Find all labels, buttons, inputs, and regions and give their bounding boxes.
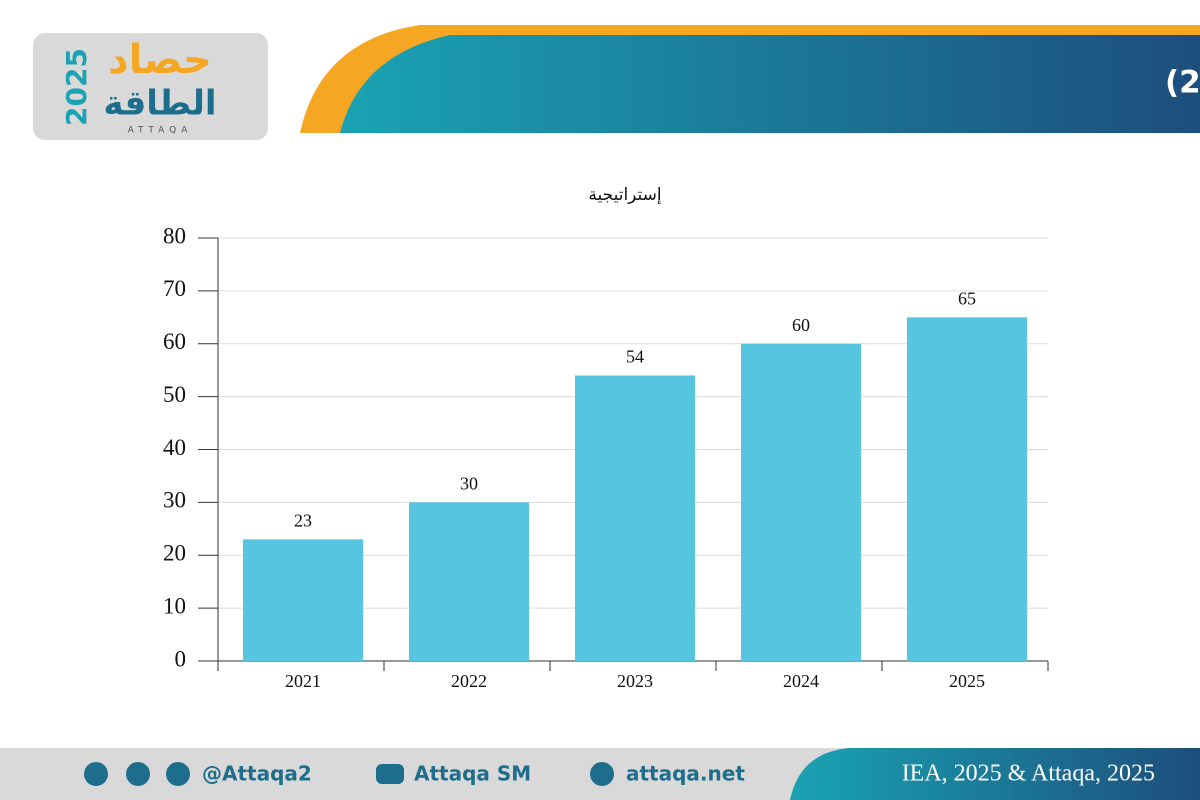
logo-name: الطاقة [103, 84, 216, 124]
data-label: 54 [626, 347, 644, 367]
footer-source: IEA, 2025 & Attaqa, 2025 [902, 761, 1155, 787]
y-tick-label: 80 [163, 223, 186, 248]
bar [907, 317, 1027, 661]
web-icon [590, 762, 614, 786]
bar [741, 343, 861, 661]
footer-handle: @Attaqa2 [202, 762, 312, 786]
youtube-icon [376, 764, 404, 784]
x-tick-label: 2021 [285, 671, 321, 691]
chart-title: عدد إستراتيجيات الهيدروجين المعلنة عالمي… [1165, 65, 1200, 101]
footer-accent [790, 748, 1200, 800]
data-label: 65 [958, 288, 976, 308]
x-tick-label: 2024 [783, 671, 819, 691]
y-tick-label: 50 [163, 382, 186, 407]
facebook-icon [166, 762, 190, 786]
y-tick-label: 70 [163, 276, 186, 301]
bar [243, 539, 363, 661]
footer-site: attaqa.net [626, 762, 745, 786]
instagram-icon [126, 762, 150, 786]
bar [575, 375, 695, 661]
footer-youtube: Attaqa SM [414, 762, 531, 786]
data-label: 30 [460, 474, 478, 494]
logo-year: 2025 [60, 48, 93, 126]
x-tick-label: 2025 [949, 671, 985, 691]
bar [409, 502, 529, 661]
y-tick-label: 30 [163, 488, 186, 513]
y-tick-label: 20 [163, 541, 186, 566]
data-label: 60 [792, 315, 810, 335]
logo-latin: ATTAQA [128, 126, 193, 136]
data-label: 23 [294, 511, 312, 531]
y-tick-label: 10 [163, 593, 186, 618]
header-banner [340, 35, 1200, 133]
x-tick-label: 2022 [451, 671, 487, 691]
y-tick-label: 40 [163, 435, 186, 460]
x-icon [84, 762, 108, 786]
x-tick-label: 2023 [617, 671, 653, 691]
logo-top: حصاد [108, 37, 212, 83]
logo-box [33, 33, 268, 140]
y-axis-label: إستراتيجية [588, 185, 661, 205]
y-tick-label: 0 [175, 646, 187, 671]
y-tick-label: 60 [163, 329, 186, 354]
